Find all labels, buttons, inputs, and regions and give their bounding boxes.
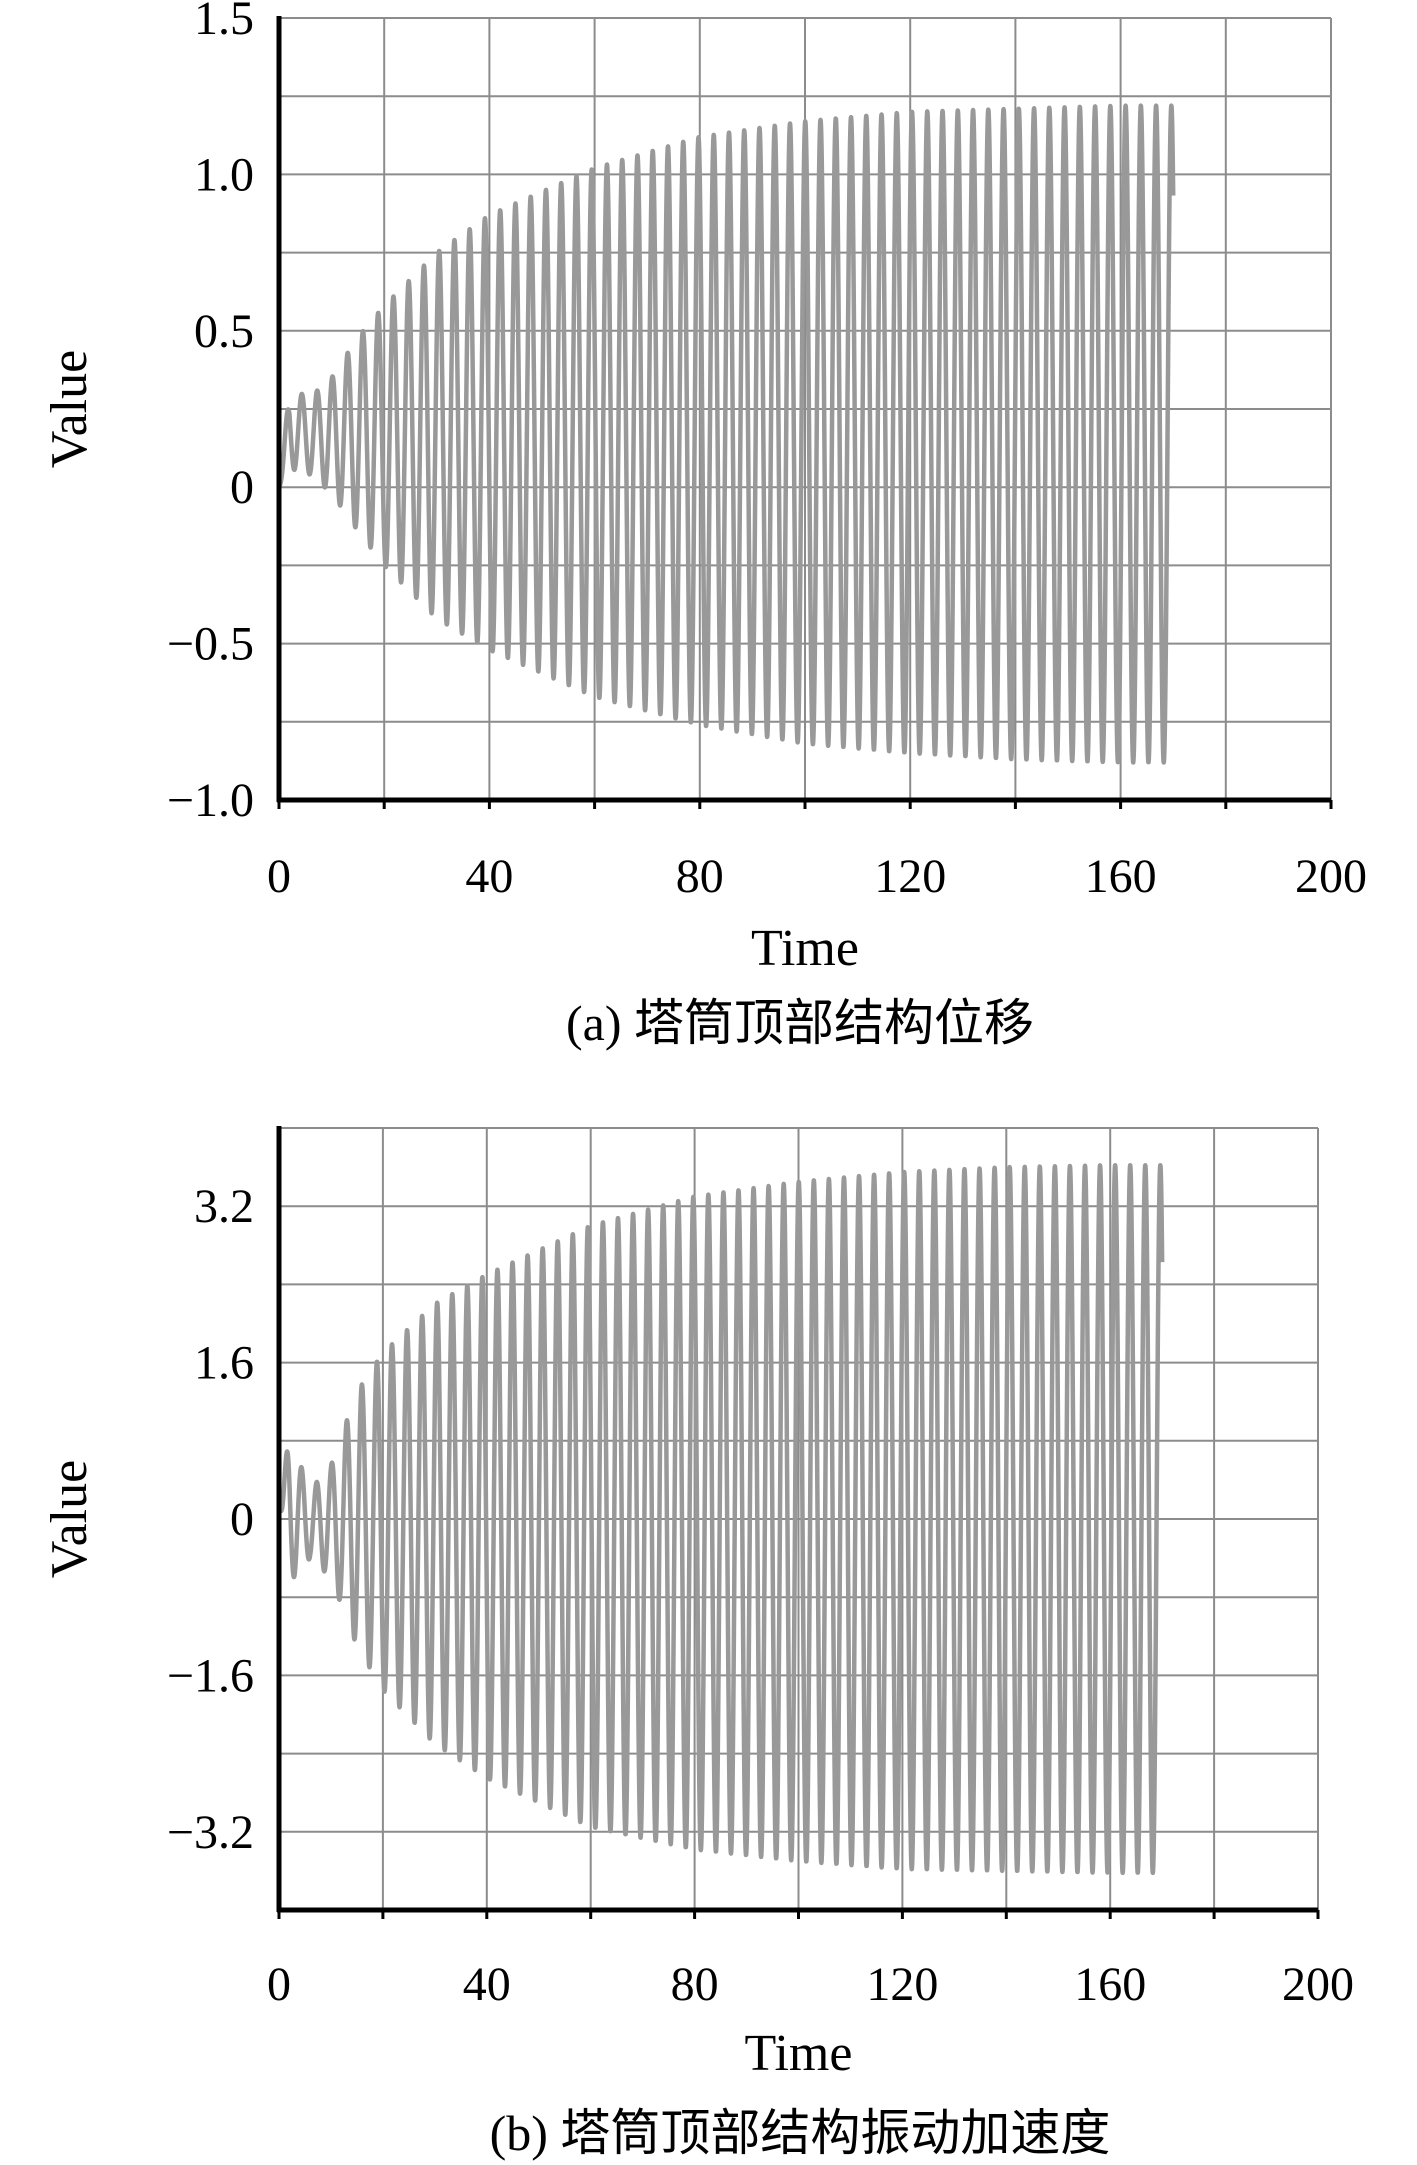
panel-b-acceleration-chart: 0 40 80 120 160 200 −3.2 −1.6 0 1.6 3.2 Time Value (b… [41,1126,1354,2161]
pb-x-tick-label-80: 80 [671,1958,719,2011]
pb-x-axis-label: Time [745,2025,853,2082]
pb-y-tick-label--1.6: −1.6 [167,1649,254,1702]
pa-y-tick-label-0.5: 0.5 [194,305,254,358]
pb-y-axis-label: Value [41,1460,98,1578]
pa-x-tick-label-200: 200 [1295,850,1367,903]
pa-x-tick-label-160: 160 [1085,850,1157,903]
pb-x-tick-label-40: 40 [463,1958,511,2011]
pb-caption: (b) 塔筒顶部结构振动加速度 [490,2105,1111,2161]
pa-series-line-0 [276,103,1176,765]
pa-x-axis-label: Time [751,920,859,977]
pb-y-tick-label-3.2: 3.2 [194,1180,254,1233]
pb-x-tick-label-0: 0 [267,1958,291,2011]
pb-x-tick-label-200: 200 [1282,1958,1354,2011]
pb-series-line-0 [276,1162,1165,1876]
pa-y-tick-label-1: 1.0 [194,148,254,201]
pb-x-tick-label-160: 160 [1074,1958,1146,2011]
pa-y-axis-label: Value [41,350,98,468]
pa-caption: (a) 塔筒顶部结构位移 [566,995,1034,1051]
pb-y-tick-label-0: 0 [230,1493,254,1546]
pa-y-tick-label--0.5: −0.5 [167,618,254,671]
pa-x-tick-label-80: 80 [676,850,724,903]
pa-x-tick-label-0: 0 [267,850,291,903]
pa-y-tick-label-1.5: 1.5 [194,0,254,45]
pa-y-tick-label--1: −1.0 [167,774,254,827]
pb-y-tick-label-1.6: 1.6 [194,1337,254,1390]
pa-y-tick-label-0: 0 [230,461,254,514]
pb-y-tick-label--3.2: −3.2 [167,1806,254,1859]
pb-x-tick-label-120: 120 [866,1958,938,2011]
pa-x-tick-label-120: 120 [874,850,946,903]
pa-x-tick-label-40: 40 [465,850,513,903]
panel-a-displacement-chart: 0 40 80 120 160 200 −1.0 −0.5 0 0.5 1.0 1.5 Time Valu… [41,0,1367,1051]
